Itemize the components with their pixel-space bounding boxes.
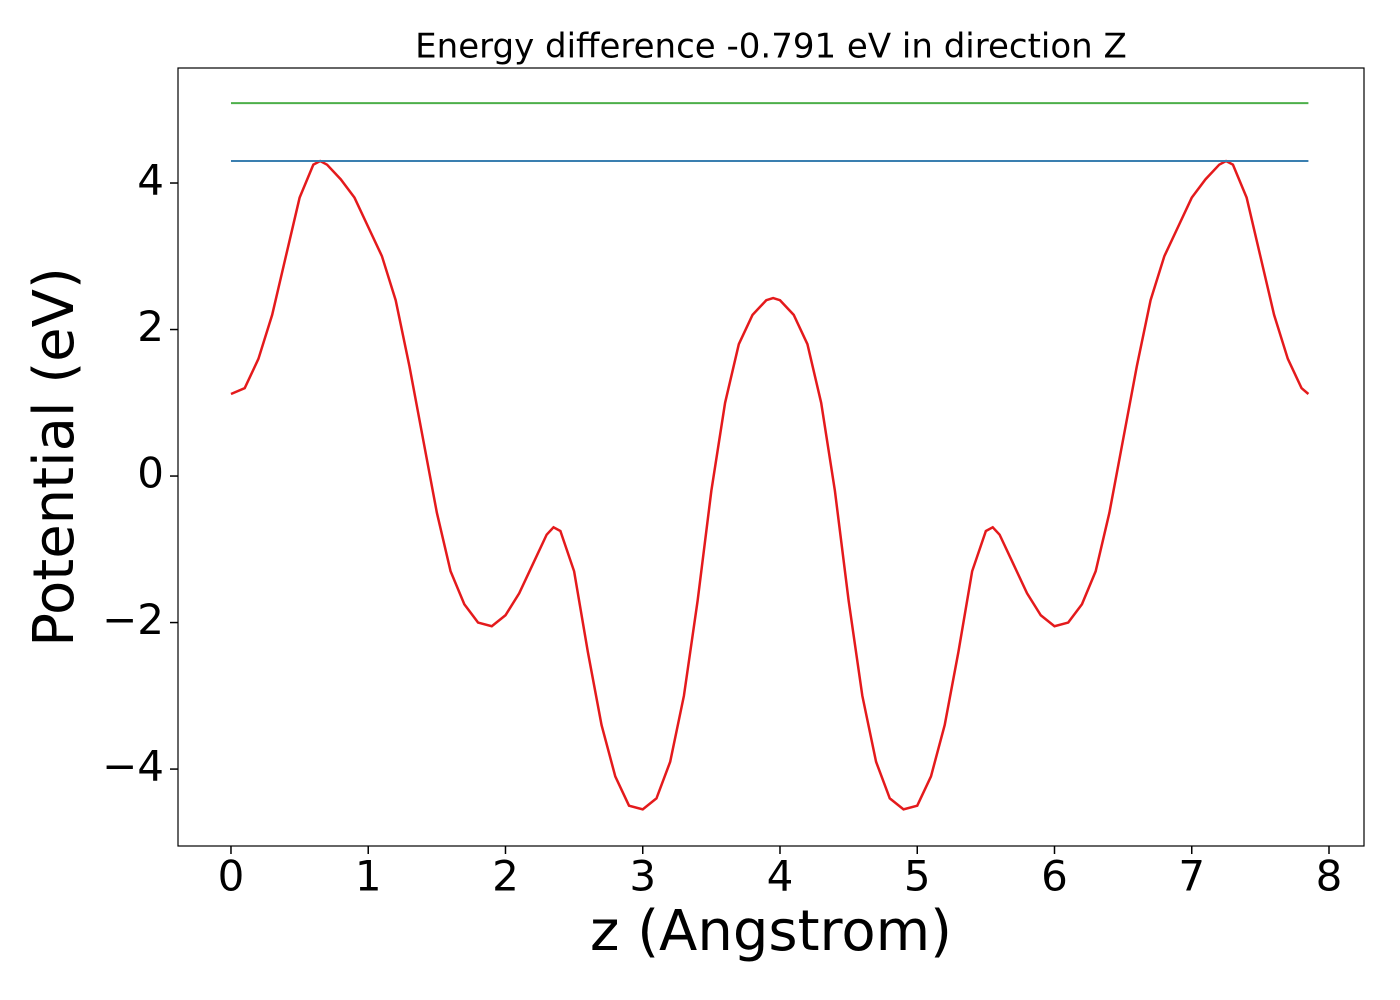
- x-tick-label: 2: [492, 852, 519, 901]
- data-line: [230, 159, 1310, 811]
- x-axis-label: z (Angstrom): [590, 899, 952, 964]
- y-tick-label: 2: [137, 302, 164, 351]
- y-tick-label: −4: [102, 742, 164, 791]
- chart-title: Energy difference -0.791 eV in direction…: [415, 27, 1127, 67]
- x-tick-label: 0: [218, 852, 245, 901]
- y-tick-label: 0: [137, 449, 164, 498]
- y-tick-label: 4: [137, 156, 164, 205]
- x-tick-label: 4: [767, 852, 794, 901]
- x-tick-label: 7: [1178, 852, 1205, 901]
- y-axis-label: Potential (eV): [22, 267, 87, 647]
- x-tick-label: 6: [1041, 852, 1068, 901]
- y-tick-label: −2: [102, 595, 164, 644]
- plot-frame: [177, 67, 1365, 847]
- x-tick-label: 1: [355, 852, 382, 901]
- x-tick-label: 5: [904, 852, 931, 901]
- x-tick-label: 3: [629, 852, 656, 901]
- x-tick-label: 8: [1316, 852, 1343, 901]
